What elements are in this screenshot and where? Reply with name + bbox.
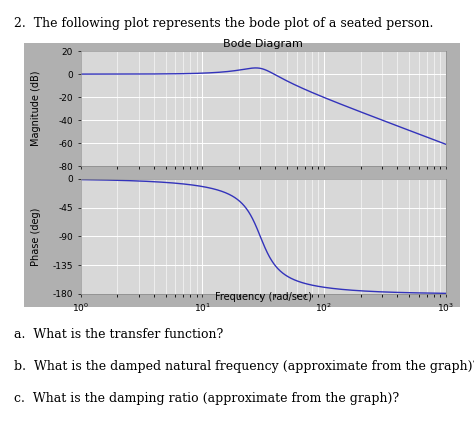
Text: a.  What is the transfer function?: a. What is the transfer function?	[14, 328, 223, 341]
Text: 2.  The following plot represents the bode plot of a seated person.: 2. The following plot represents the bod…	[14, 17, 434, 30]
Text: b.  What is the damped natural frequency (approximate from the graph)?: b. What is the damped natural frequency …	[14, 360, 474, 373]
Text: Phase (deg): Phase (deg)	[30, 207, 41, 266]
Text: Frequency (rad/sec): Frequency (rad/sec)	[215, 293, 311, 302]
Text: c.  What is the damping ratio (approximate from the graph)?: c. What is the damping ratio (approximat…	[14, 392, 399, 405]
Title: Bode Diagram: Bode Diagram	[223, 39, 303, 49]
Text: Magnitude (dB): Magnitude (dB)	[30, 71, 41, 147]
